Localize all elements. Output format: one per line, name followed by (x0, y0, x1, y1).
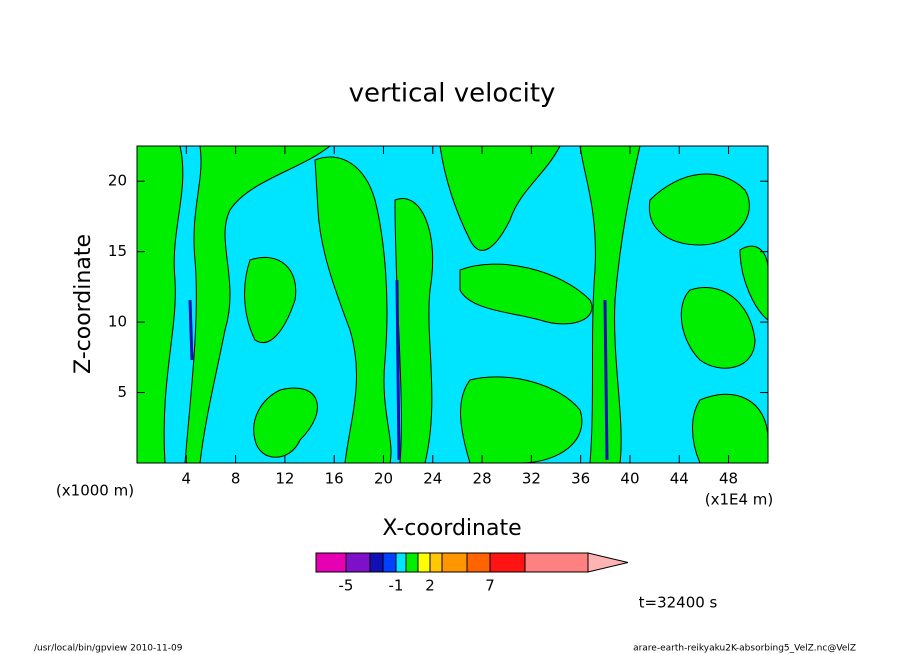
chart-title: vertical velocity (349, 79, 556, 109)
x-tick-label: 20 (374, 470, 393, 488)
time-label: t=32400 s (639, 594, 718, 612)
colorbar: -5 -1 2 7 (315, 552, 629, 595)
colorbar-tick-label: -5 (339, 577, 354, 595)
field-region (648, 173, 750, 246)
plot-frame (136, 145, 769, 464)
y-tick-label: 10 (108, 313, 127, 331)
colorbar-segment (524, 552, 589, 573)
colorbar-segment (395, 552, 407, 573)
x-tick-label: 48 (719, 470, 738, 488)
footer-right: arare-earth-reikyaku2K-absorbing5_VelZ.n… (633, 644, 856, 654)
x-tick-label: 4 (182, 470, 192, 488)
colorbar-segment (489, 552, 526, 573)
colorbar-segment (429, 552, 443, 573)
x-tick-label: 8 (231, 470, 241, 488)
field-region (439, 145, 561, 251)
field-region (460, 376, 583, 464)
colorbar-segment (315, 552, 347, 573)
colorbar-segment (369, 552, 384, 573)
field-region (184, 145, 332, 464)
x-tick-label: 16 (325, 470, 344, 488)
field-region (314, 156, 392, 464)
colorbar-tick-label: 2 (425, 577, 435, 595)
x-tick-label: 28 (473, 470, 492, 488)
colorbar-tick-label: 7 (485, 577, 495, 595)
colorbar-segment (405, 552, 419, 573)
field-region (244, 256, 297, 343)
x-tick-label: 36 (571, 470, 590, 488)
field-region (253, 387, 318, 458)
field-extreme (188, 279, 609, 461)
colorbar-segment (441, 552, 468, 573)
x-tick-label: 32 (522, 470, 541, 488)
x-tick-label: 44 (670, 470, 689, 488)
field-region (680, 286, 756, 369)
x-axis-label: X-coordinate (382, 516, 521, 541)
y-tick-label: 5 (117, 383, 127, 401)
colorbar-segment (417, 552, 431, 573)
colorbar-extension (587, 552, 629, 573)
y-tick-label: 20 (108, 172, 127, 190)
y-axis-label: Z-coordinate (71, 234, 96, 374)
footer-left: /usr/local/bin/gpview 2010-11-09 (34, 644, 183, 654)
colorbar-segment (466, 552, 491, 573)
field (136, 145, 769, 464)
x-unit-label: (x1E4 m) (705, 491, 774, 509)
colorbar-segment (345, 552, 371, 573)
colorbar-segment (382, 552, 397, 573)
field-region (459, 263, 593, 325)
colorbar-tick-label: -1 (389, 577, 404, 595)
x-tick-label: 24 (423, 470, 442, 488)
y-tick-label: 15 (108, 242, 127, 260)
x-tick-label: 12 (275, 470, 294, 488)
x-tick-label: 40 (620, 470, 639, 488)
y-unit-label: (x1000 m) (56, 482, 134, 500)
field-region (136, 145, 184, 464)
